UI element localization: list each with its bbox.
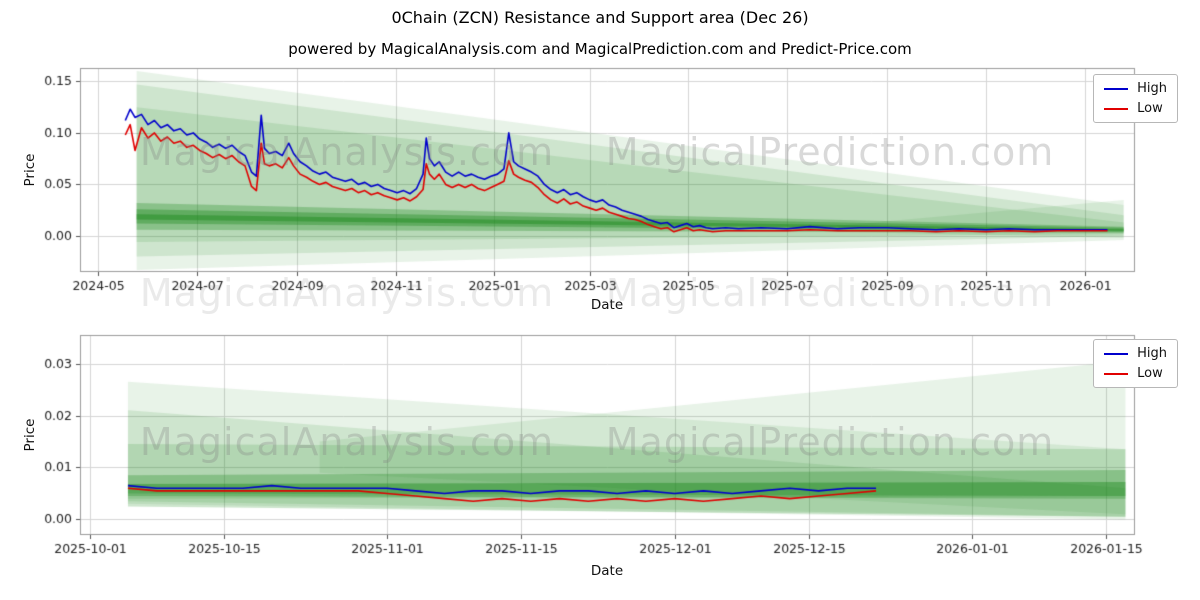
bottom-x-axis-label: Date (590, 563, 624, 579)
bottom-price-chart-canvas (0, 325, 1200, 575)
low-line-swatch (1104, 372, 1129, 375)
top-price-chart-canvas (0, 60, 1200, 315)
high-line-swatch (1104, 87, 1129, 90)
top-chart-legend: High Low (1093, 74, 1178, 123)
legend-label-low: Low (1137, 366, 1163, 381)
chart-subtitle: powered by MagicalAnalysis.com and Magic… (288, 40, 912, 58)
chart-title: 0Chain (ZCN) Resistance and Support area… (391, 8, 809, 27)
legend-item-high: High (1104, 81, 1167, 96)
low-line-swatch (1104, 107, 1129, 110)
bottom-y-axis-label: Price (22, 418, 38, 452)
legend-label-low: Low (1137, 101, 1163, 116)
top-x-axis-label: Date (590, 297, 624, 313)
high-line-swatch (1104, 352, 1129, 355)
legend-item-low: Low (1104, 366, 1167, 381)
legend-item-high: High (1104, 346, 1167, 361)
top-y-axis-label: Price (22, 153, 38, 187)
legend-label-high: High (1137, 346, 1167, 361)
legend-item-low: Low (1104, 101, 1167, 116)
bottom-chart-legend: High Low (1093, 339, 1178, 388)
legend-label-high: High (1137, 81, 1167, 96)
